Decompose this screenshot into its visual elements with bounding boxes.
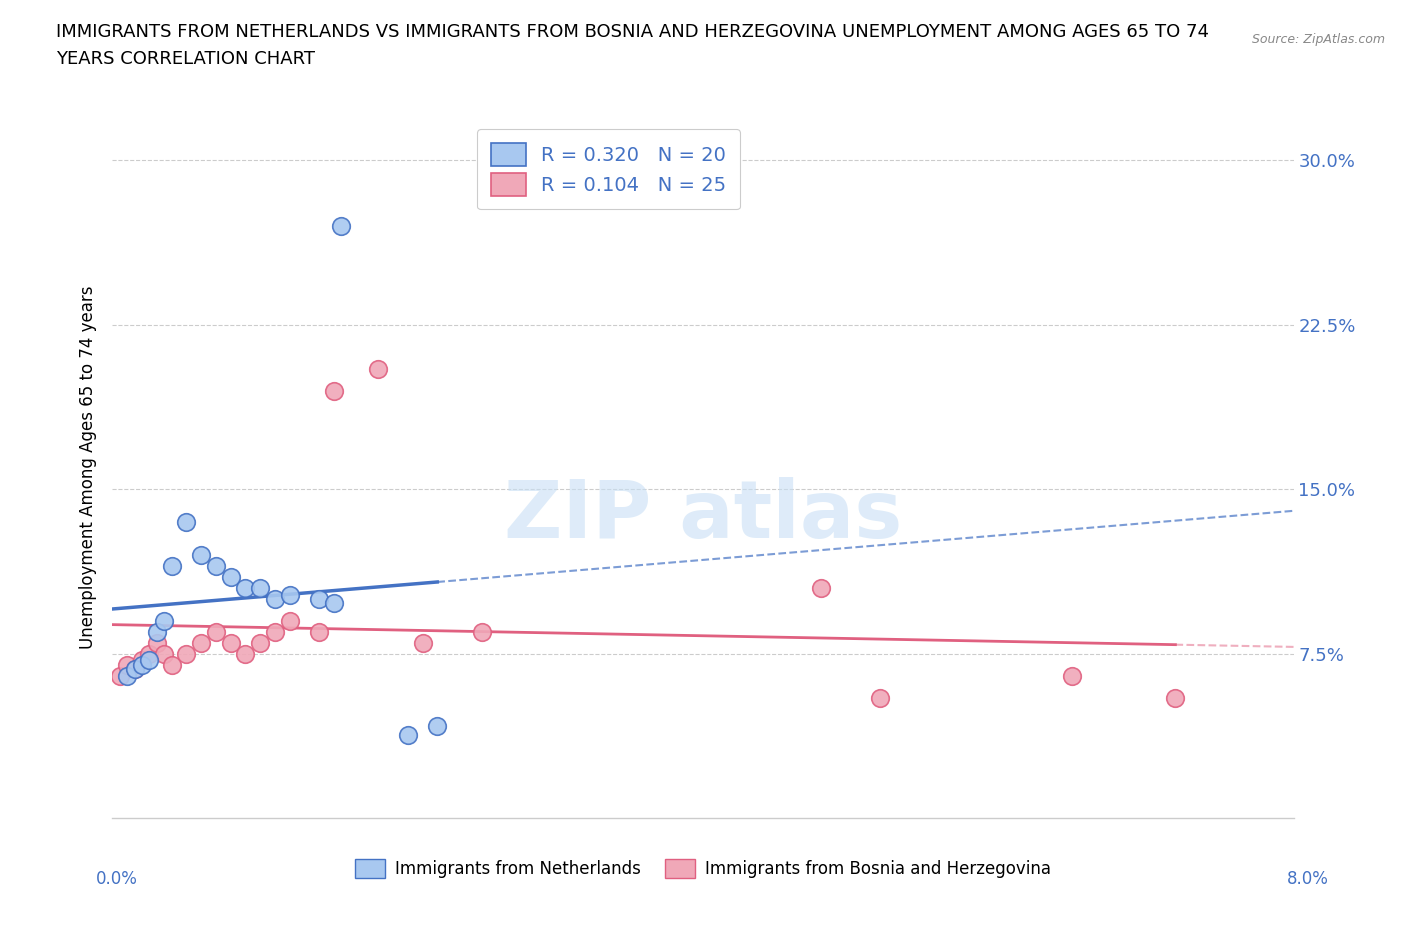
Point xyxy=(278,614,301,629)
Point xyxy=(1062,669,1084,684)
Point xyxy=(249,580,271,595)
Point xyxy=(160,658,183,672)
Point xyxy=(174,646,197,661)
Point xyxy=(153,646,176,661)
Point xyxy=(426,719,449,734)
Point xyxy=(205,559,228,574)
Point xyxy=(190,635,212,650)
Point xyxy=(330,219,353,233)
Point xyxy=(869,690,891,705)
Point xyxy=(219,635,242,650)
Point xyxy=(810,580,832,595)
Point xyxy=(249,635,271,650)
Point xyxy=(308,591,330,606)
Text: IMMIGRANTS FROM NETHERLANDS VS IMMIGRANTS FROM BOSNIA AND HERZEGOVINA UNEMPLOYME: IMMIGRANTS FROM NETHERLANDS VS IMMIGRANT… xyxy=(56,23,1209,68)
Y-axis label: Unemployment Among Ages 65 to 74 years: Unemployment Among Ages 65 to 74 years xyxy=(79,286,97,649)
Point xyxy=(396,727,419,742)
Point xyxy=(117,669,138,684)
Point xyxy=(278,587,301,602)
Point xyxy=(117,658,138,672)
Point xyxy=(138,646,160,661)
Text: 0.0%: 0.0% xyxy=(96,870,138,887)
Point xyxy=(205,624,228,639)
Point xyxy=(1164,690,1187,705)
Point xyxy=(108,669,131,684)
Point xyxy=(264,591,287,606)
Point xyxy=(160,559,183,574)
Point xyxy=(146,624,169,639)
Point xyxy=(190,548,212,563)
Point xyxy=(233,580,256,595)
Point xyxy=(138,653,160,668)
Point xyxy=(308,624,330,639)
Point xyxy=(323,596,346,611)
Text: ZIP atlas: ZIP atlas xyxy=(503,477,903,555)
Point xyxy=(264,624,287,639)
Point xyxy=(131,658,153,672)
Point xyxy=(367,361,389,376)
Point xyxy=(470,624,494,639)
Point xyxy=(124,662,146,677)
Point xyxy=(174,514,197,529)
Point xyxy=(233,646,256,661)
Point xyxy=(323,383,346,398)
Text: 8.0%: 8.0% xyxy=(1286,870,1329,887)
Point xyxy=(124,662,146,677)
Point xyxy=(412,635,434,650)
Point xyxy=(131,653,153,668)
Legend: Immigrants from Netherlands, Immigrants from Bosnia and Herzegovina: Immigrants from Netherlands, Immigrants … xyxy=(347,852,1059,884)
Point xyxy=(219,569,242,584)
Legend: R = 0.320   N = 20, R = 0.104   N = 25: R = 0.320 N = 20, R = 0.104 N = 25 xyxy=(477,129,740,209)
Point xyxy=(153,614,176,629)
Text: Source: ZipAtlas.com: Source: ZipAtlas.com xyxy=(1251,33,1385,46)
Point xyxy=(146,635,169,650)
